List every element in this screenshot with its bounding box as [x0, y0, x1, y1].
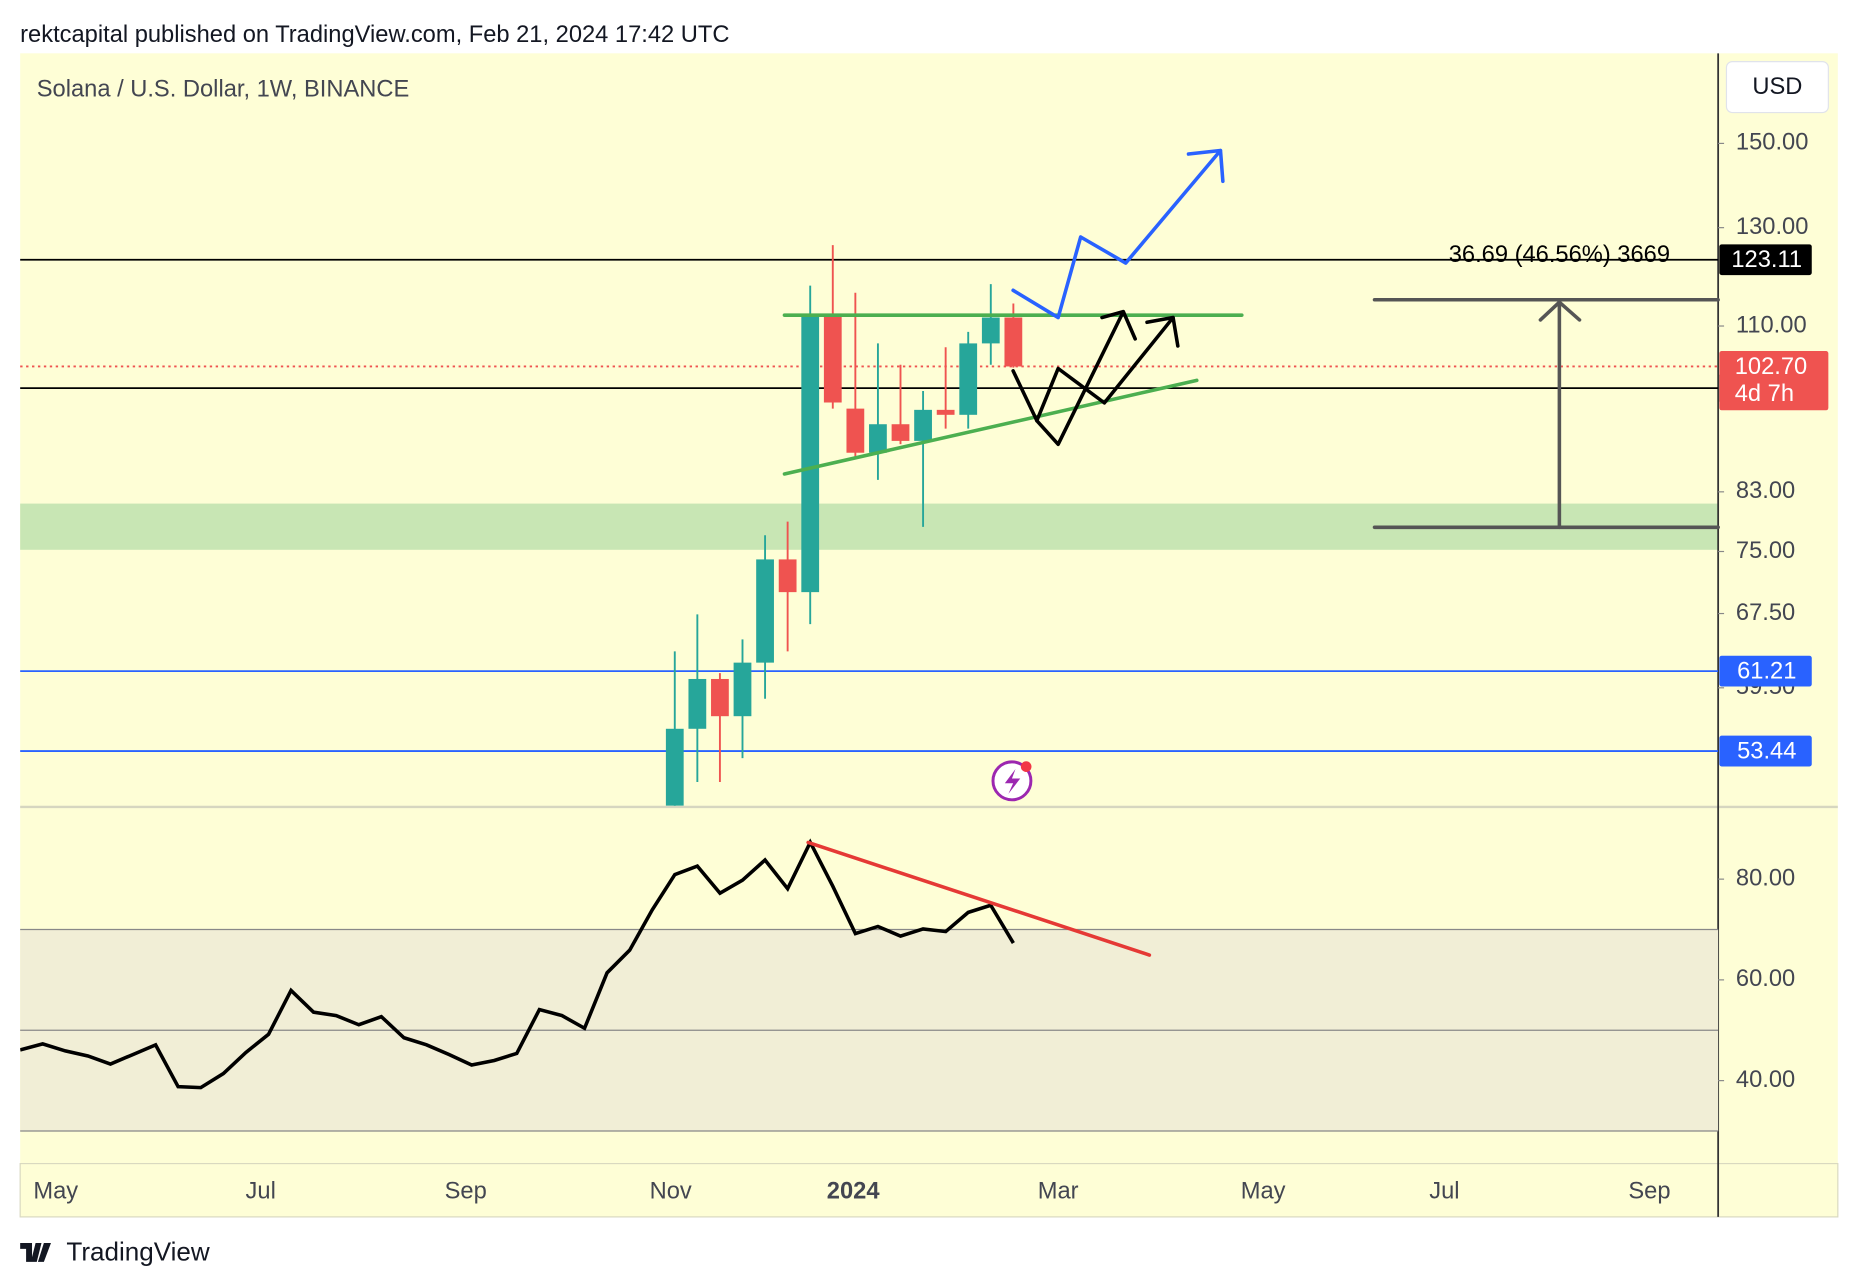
candle-body [733, 662, 752, 717]
candle-body [665, 728, 684, 806]
price-tag-label: 123.11 [1731, 247, 1802, 273]
rsi-line [20, 838, 1015, 1090]
y-tick-label: 75.00 [1736, 538, 1795, 564]
logo [20, 1242, 51, 1262]
currency-button[interactable] [1725, 61, 1829, 114]
price-tag-label: 61.21 [1737, 659, 1796, 685]
candle-body [936, 409, 955, 415]
measure-arrow [1538, 300, 1582, 530]
logo-text: TradingView [66, 1237, 210, 1267]
current-tag-label: 102.70 [1735, 354, 1807, 380]
candle-body [914, 409, 932, 441]
candle-body [1004, 317, 1023, 367]
drawings [782, 148, 1720, 957]
price-tag [1719, 244, 1812, 276]
x-tick-label: Sep [1628, 1178, 1670, 1204]
y-tick-label: 130.00 [1736, 214, 1808, 240]
event-icon [991, 760, 1033, 802]
candle-body [846, 408, 865, 453]
current-tag [1719, 351, 1829, 411]
price-scale [1718, 53, 1838, 1164]
candle-body [981, 317, 1000, 344]
candle-body [959, 343, 978, 415]
price-tag-label: 53.44 [1737, 739, 1796, 765]
x-tick-label: Nov [650, 1178, 692, 1204]
x-tick-label: Mar [1038, 1178, 1079, 1204]
countdown: 4d 7h [1735, 381, 1794, 407]
candle-body [891, 424, 910, 441]
time-scale [19, 1162, 1839, 1218]
candle-body [801, 313, 820, 593]
price-tag [1719, 655, 1812, 687]
candles [665, 245, 1023, 806]
bull-arrow [1011, 148, 1225, 320]
axes: 150.00130.00110.0083.0075.0067.5059.5080… [33, 130, 1808, 1205]
x-tick-label: May [1241, 1178, 1286, 1204]
price-tag [1719, 735, 1812, 767]
candle-body [756, 559, 774, 663]
rsi-pane [20, 838, 1719, 1132]
candle-body [711, 678, 729, 717]
y-tick-label: 67.50 [1736, 600, 1795, 626]
x-tick-label: 2024 [827, 1178, 881, 1204]
y-tick-label: 83.00 [1736, 478, 1795, 504]
currency[interactable]: USD [1752, 74, 1802, 100]
x-tick-label: Jul [1429, 1178, 1459, 1204]
x-tick-label: May [33, 1178, 78, 1204]
x-tick-label: Jul [246, 1178, 276, 1204]
measure-label: 36.69 (46.56%) 3669 [1449, 242, 1670, 268]
rsi-tick-label: 80.00 [1736, 865, 1795, 891]
y-tick-label: 150.00 [1736, 130, 1808, 156]
rsi-tick-label: 40.00 [1736, 1067, 1795, 1093]
x-tick-label: Sep [445, 1178, 487, 1204]
candle-body [778, 559, 797, 593]
rsi-trendline [806, 840, 1152, 957]
price-lines [20, 258, 1719, 752]
byline: rektcapital published on TradingView.com… [20, 22, 729, 48]
candle-body [688, 678, 707, 729]
y-tick-label: 110.00 [1736, 312, 1807, 338]
candle-body [823, 313, 842, 403]
path-arrow [1011, 315, 1180, 423]
support-trendline [782, 378, 1199, 476]
rsi-tick-label: 60.00 [1736, 966, 1795, 992]
candle-body [869, 424, 887, 453]
chart-title: Solana / U.S. Dollar, 1W, BINANCE [37, 76, 410, 102]
path-arrow [1035, 309, 1137, 447]
